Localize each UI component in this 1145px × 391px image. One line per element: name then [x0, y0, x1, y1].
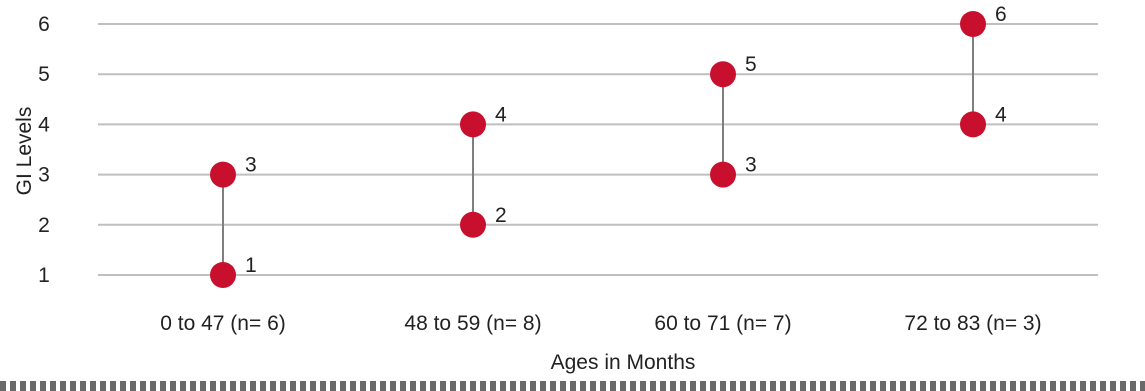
- gridlines: [98, 23, 1098, 276]
- high-point: [460, 111, 486, 138]
- range-connectors: [222, 24, 974, 275]
- y-tick-label: 1: [38, 264, 50, 287]
- low-value-label: 2: [495, 204, 507, 227]
- x-category-label: 48 to 59 (n= 8): [404, 312, 541, 335]
- low-value-label: 4: [995, 103, 1007, 126]
- low-point: [210, 262, 236, 288]
- x-category-label: 72 to 83 (n= 3): [904, 312, 1041, 335]
- data-labels: 3 1 4 2 5 3 6 4: [245, 3, 1007, 277]
- data-points: [210, 11, 986, 288]
- y-tick-label: 4: [38, 113, 50, 136]
- low-point: [460, 211, 486, 238]
- low-value-label: 1: [245, 254, 257, 277]
- y-tick-label: 2: [38, 214, 50, 237]
- low-value-label: 3: [745, 154, 757, 177]
- low-point: [710, 161, 736, 188]
- high-value-label: 6: [995, 3, 1007, 26]
- low-point: [960, 111, 986, 138]
- high-point: [210, 161, 236, 188]
- y-tick-label: 3: [38, 164, 50, 187]
- x-category-label: 0 to 47 (n= 6): [160, 312, 286, 335]
- y-tick-label: 6: [38, 13, 50, 36]
- cropped-caption-text: [0, 381, 1145, 391]
- y-tick-label: 5: [38, 63, 50, 86]
- x-axis-categories: 0 to 47 (n= 6) 48 to 59 (n= 8) 60 to 71 (n…: [160, 312, 1041, 335]
- y-axis-title: GI Levels: [13, 107, 36, 196]
- high-point: [960, 11, 986, 37]
- y-axis-ticks: 1 2 3 4 5 6: [38, 13, 50, 287]
- x-category-label: 60 to 71 (n= 7): [654, 312, 791, 335]
- high-value-label: 4: [495, 103, 507, 126]
- high-value-label: 5: [745, 53, 757, 76]
- high-point: [710, 61, 736, 88]
- x-axis-title: Ages in Months: [551, 351, 696, 374]
- high-value-label: 3: [245, 154, 257, 177]
